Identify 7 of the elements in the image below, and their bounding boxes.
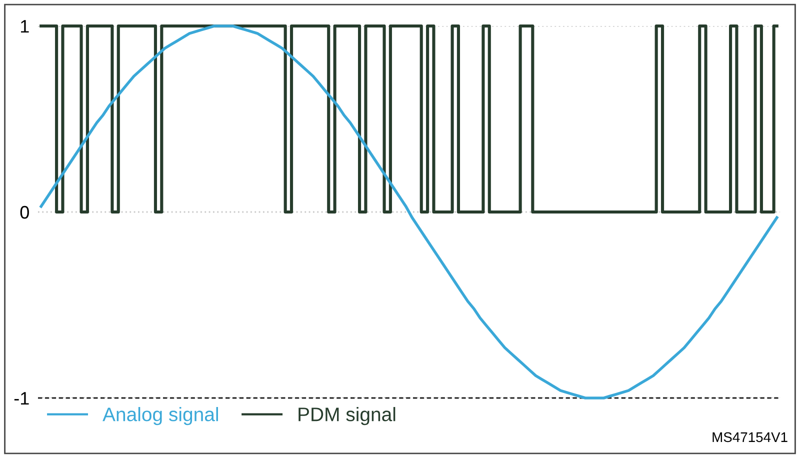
y-tick-label: 0: [20, 206, 29, 219]
line-series: [40, 24, 778, 400]
text: MS47154V1: [712, 432, 788, 442]
y-tick-label: 1: [21, 20, 29, 33]
legend-label: Analog signal: [102, 407, 218, 426]
legend-label: PDM signal: [298, 407, 396, 426]
y-tick-label: -1: [14, 392, 29, 405]
